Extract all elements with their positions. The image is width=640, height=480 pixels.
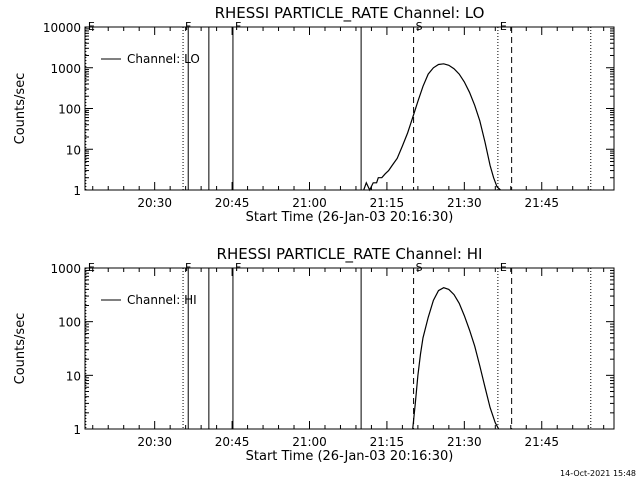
x-tick-label: 20:30 [137,196,172,210]
y-tick-label: 1000 [50,262,81,276]
x-tick-label: 21:00 [292,435,327,449]
x-tick-label: 20:45 [215,435,250,449]
x-tick-label: 20:45 [215,196,250,210]
event-marker-label: F [235,261,241,274]
chart-panel: RHESSI PARTICLE_RATE Channel: HI 1 10 100 10… [13,245,615,464]
y-tick-label: 1000 [50,62,81,76]
y-tick-label: 10 [66,143,81,157]
x-tick-label: 21:00 [292,196,327,210]
x-tick-label: 21:15 [370,196,405,210]
legend-label: Channel: LO [127,52,200,66]
y-tick-label: 10 [66,369,81,383]
plot-timestamp: 14-Oct-2021 15:48 [560,469,636,478]
event-marker-label: S [416,261,423,274]
y-tick-label: 1 [73,184,81,198]
y-axis-label: Counts/sec [13,313,28,385]
x-tick-label: 21:15 [370,435,405,449]
chart-title: RHESSI PARTICLE_RATE Channel: HI [217,245,483,264]
event-marker-label: S [416,20,423,33]
y-tick-label: 100 [58,103,81,117]
chart-panel: RHESSI PARTICLE_RATE Channel: LO 1 10 100 10… [13,4,615,225]
plot-frame [84,267,615,430]
event-marker-label: E [88,20,95,33]
chart-title: RHESSI PARTICLE_RATE Channel: LO [215,4,485,23]
x-tick-label: 21:30 [447,435,482,449]
series-line [412,287,500,430]
legend-label: Channel: HI [127,293,197,307]
series-line [363,63,501,192]
event-marker-label: E [500,20,507,33]
y-tick-label: 10000 [43,21,81,35]
x-axis-label: Start Time (26-Jan-03 20:16:30) [246,449,454,464]
x-tick-label: 20:30 [137,435,172,449]
x-axis-label: Start Time (26-Jan-03 20:16:30) [246,210,454,225]
y-tick-label: 1 [73,423,81,437]
x-tick-label: 21:30 [447,196,482,210]
x-tick-label: 21:45 [524,435,559,449]
event-marker-label: F [185,261,191,274]
x-tick-label: 21:45 [524,196,559,210]
event-marker-label: F [185,20,191,33]
event-marker-label: E [88,261,95,274]
event-marker-label: F [235,20,241,33]
y-tick-label: 100 [58,316,81,330]
event-marker-label: E [500,261,507,274]
y-axis-label: Counts/sec [13,73,28,145]
